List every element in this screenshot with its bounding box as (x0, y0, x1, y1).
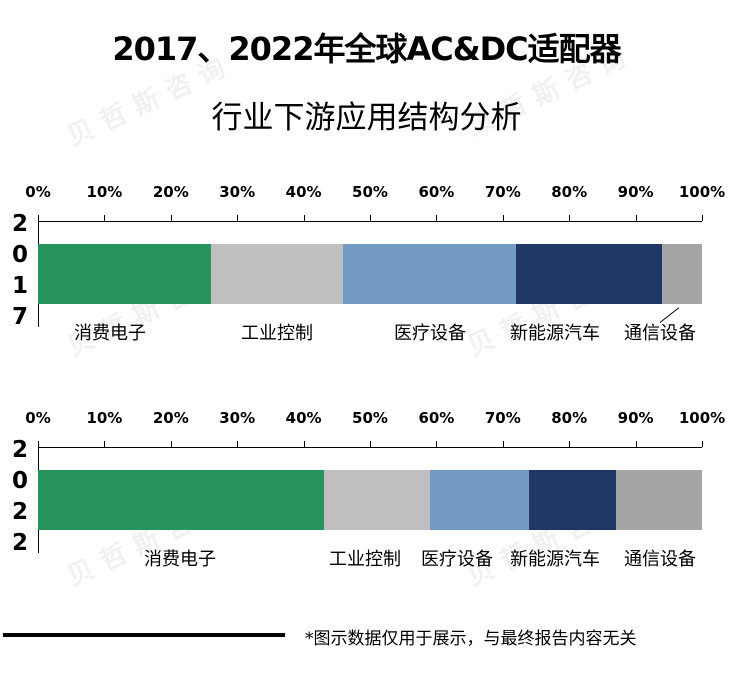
bar-segment (615, 470, 702, 530)
year-label-char: 7 (11, 304, 28, 330)
x-axis-tick (635, 441, 637, 447)
year-label-char: 1 (11, 273, 28, 299)
year-label-char: 2 (11, 437, 28, 463)
x-axis-tick (502, 215, 504, 221)
x-tick-label: 70% (484, 409, 521, 427)
x-tick-label: 50% (352, 183, 388, 201)
bar-segment (38, 244, 211, 304)
x-axis-tick (38, 215, 39, 221)
x-tick-label: 80% (551, 183, 588, 201)
segment-label: 消费电子 (74, 323, 146, 344)
x-tick-label: 30% (219, 409, 256, 427)
stacked-bar-chart-2017: 0% 10% 20% 30% 40% 50% 60% 70% 80% 90% 100% 2 0 1 7 消费电… (0, 183, 733, 383)
x-tick-label: 60% (418, 183, 455, 201)
x-axis-tick (170, 215, 172, 221)
x-axis-tick (436, 215, 438, 221)
x-tick-label: 20% (152, 409, 189, 427)
x-tick-label: 90% (617, 183, 654, 201)
x-tick-label: 20% (152, 183, 189, 201)
footer-disclaimer: *图示数据仅用于展示，与最终报告内容无关 (305, 629, 637, 649)
x-axis-tick (370, 215, 371, 221)
bar-segment (343, 244, 517, 304)
bar-segment (38, 470, 324, 530)
x-tick-label: 100% (678, 409, 726, 427)
x-axis-tick (104, 215, 106, 221)
segment-label: 医疗设备 (421, 549, 493, 570)
x-tick-label: 50% (352, 409, 388, 427)
bar-segment (323, 470, 430, 530)
x-axis-line (38, 221, 702, 222)
bar-segment (429, 470, 530, 530)
bar-segment (662, 244, 702, 304)
x-axis-tick (702, 215, 703, 221)
segment-label: 消费电子 (144, 549, 216, 570)
x-axis-tick (303, 215, 305, 221)
x-tick-label: 80% (551, 409, 588, 427)
year-label-char: 0 (11, 468, 28, 494)
x-tick-label: 0% (25, 409, 51, 427)
stacked-bar (38, 470, 702, 530)
x-axis-tick (170, 441, 172, 447)
x-axis-line (38, 447, 702, 448)
bar-segment (210, 244, 344, 304)
segment-label: 新能源汽车 (510, 323, 600, 344)
stacked-bar (38, 244, 702, 304)
x-axis-tick (237, 441, 239, 447)
segment-label: 通信设备 (624, 549, 696, 570)
x-tick-label: 60% (418, 409, 455, 427)
x-tick-label: 40% (285, 409, 322, 427)
x-axis-tick (635, 215, 637, 221)
segment-label: 通信设备 (624, 323, 696, 344)
x-axis-tick (303, 441, 305, 447)
x-axis-tick (502, 441, 504, 447)
x-axis-tick (370, 441, 371, 447)
x-axis-tick (237, 215, 239, 221)
x-tick-label: 0% (25, 183, 51, 201)
x-tick-label: 30% (219, 183, 256, 201)
year-label-char: 2 (11, 499, 28, 525)
segment-label: 医疗设备 (394, 323, 466, 344)
segment-label: 工业控制 (329, 549, 401, 570)
x-axis-tick (38, 441, 39, 447)
x-tick-label: 10% (86, 409, 123, 427)
x-axis-tick (702, 441, 703, 447)
x-axis-tick (436, 441, 438, 447)
x-axis-tick (569, 215, 571, 221)
x-tick-label: 40% (285, 183, 322, 201)
year-label-char: 0 (11, 242, 28, 268)
x-tick-label: 10% (86, 183, 123, 201)
year-label-char: 2 (11, 211, 28, 237)
x-tick-label: 70% (484, 183, 521, 201)
year-label-char: 2 (11, 530, 28, 556)
chart-title-line2: 行业下游应用结构分析 (211, 100, 522, 136)
footer-divider (3, 633, 285, 637)
stacked-bar-chart-2022: 0% 10% 20% 30% 40% 50% 60% 70% 80% 90% 100% 2 0 2 2 消费电… (0, 409, 733, 609)
chart-title-line1: 2017、2022年全球AC&DC适配器 (112, 30, 621, 68)
segment-label: 新能源汽车 (510, 549, 600, 570)
bar-segment (516, 244, 663, 304)
x-axis-tick (569, 441, 571, 447)
x-tick-label: 90% (617, 409, 654, 427)
x-tick-label: 100% (678, 183, 726, 201)
x-axis-tick (104, 441, 106, 447)
bar-segment (529, 470, 616, 530)
segment-label: 工业控制 (241, 323, 313, 344)
